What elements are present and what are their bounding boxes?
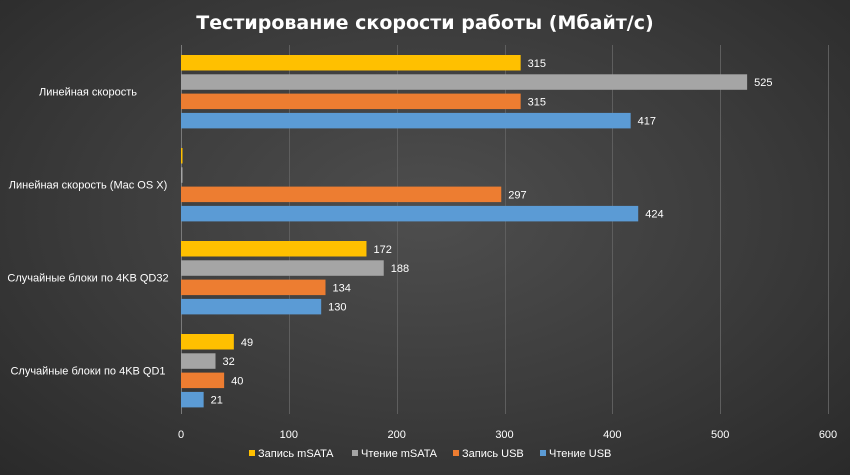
data-label: 21	[211, 395, 223, 407]
legend-swatch	[540, 450, 546, 456]
bar-1-2	[181, 148, 183, 164]
bar-2-4	[181, 353, 216, 369]
data-label: 134	[332, 282, 350, 294]
x-tick-label: 0	[178, 429, 184, 441]
data-label: 172	[373, 244, 391, 256]
category-label: Линейная скорость	[39, 87, 137, 99]
bar-1-4	[181, 334, 234, 350]
legend-label: Чтение mSATA	[361, 448, 438, 460]
x-tick-label: 100	[280, 429, 298, 441]
bars	[181, 55, 748, 408]
data-label: 130	[328, 302, 346, 314]
x-tick-label: 300	[495, 429, 513, 441]
data-label: 424	[645, 209, 663, 221]
data-label: 315	[528, 96, 546, 108]
data-label: 32	[223, 356, 235, 368]
data-label: 49	[241, 337, 253, 349]
category-labels: Линейная скорость Линейная скорость (Mac …	[7, 87, 168, 378]
bar-3-1	[181, 93, 521, 110]
data-label: 417	[638, 116, 656, 128]
data-label: 297	[508, 189, 526, 201]
category-label: Случайные блоки по 4KB QD32	[7, 273, 168, 285]
legend-label: Запись mSATA	[258, 448, 334, 460]
bar-4-4	[181, 391, 204, 408]
bar-1-3	[181, 241, 367, 257]
x-tick-label: 400	[603, 429, 621, 441]
data-label: 525	[754, 77, 772, 89]
bar-2-3	[181, 260, 384, 276]
data-label: 188	[391, 263, 409, 275]
bar-4-3	[181, 298, 322, 315]
data-label: 40	[231, 375, 243, 387]
legend-label: Запись USB	[462, 448, 524, 460]
x-tick-label: 600	[819, 429, 837, 441]
x-tick-label: 500	[711, 429, 729, 441]
bar-3-4	[181, 372, 225, 389]
legend-swatch	[352, 450, 358, 456]
bar-4-2	[181, 205, 639, 222]
bar-3-2	[181, 186, 502, 203]
bar-3-3	[181, 279, 326, 296]
legend-label: Чтение USB	[549, 448, 611, 460]
bar-4-1	[181, 112, 631, 129]
x-tick-label: 200	[387, 429, 405, 441]
bar-2-1	[181, 74, 748, 90]
legend-swatch	[249, 450, 255, 456]
category-label: Линейная скорость (Mac OS X)	[9, 180, 167, 192]
legend-swatch	[453, 450, 459, 456]
category-label: Случайные блоки по 4KB QD1	[10, 366, 165, 378]
x-axis-ticks: 0 100 200 300 400 500 600	[178, 429, 837, 441]
data-label: 315	[528, 58, 546, 70]
chart-title: Тестирование скорости работы (Мбайт/с)	[196, 12, 653, 34]
legend: Запись mSATA Чтение mSATA Запись USB Чтение…	[249, 448, 611, 460]
bar-1-1	[181, 55, 521, 71]
bar-2-2	[181, 167, 183, 183]
